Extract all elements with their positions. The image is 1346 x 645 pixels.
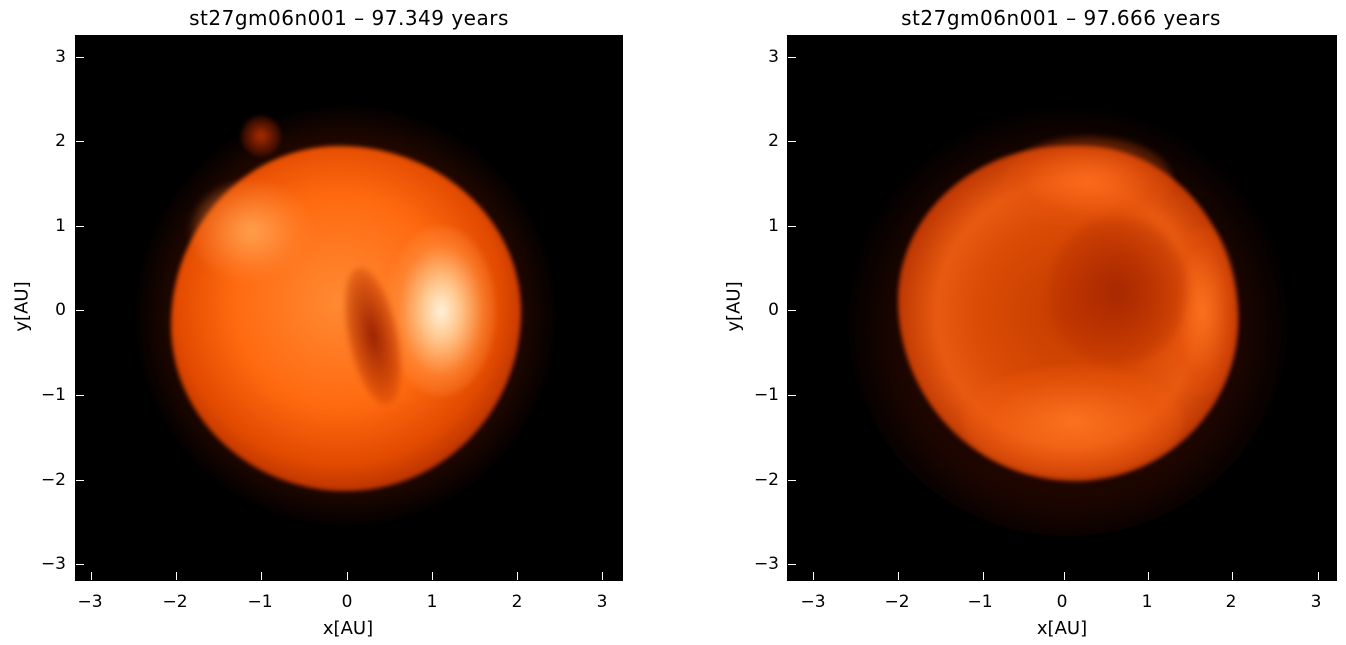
- xtick-mark: [517, 572, 518, 580]
- dark-interior-right: [1048, 216, 1188, 366]
- ytick-mark: [76, 395, 84, 396]
- xtick-mark: [1064, 572, 1065, 580]
- ytick-label: −2: [753, 470, 779, 490]
- ytick-mark: [76, 226, 84, 227]
- ytick-mark: [76, 141, 84, 142]
- ytick-mark: [76, 480, 84, 481]
- xtick-mark: [1318, 572, 1319, 580]
- xtick-mark: [1148, 572, 1149, 580]
- right-panel: st27gm06n001 – 97.666 years 3 2 1 0 −1: [716, 0, 1346, 645]
- ytick-label: 1: [768, 216, 779, 236]
- xtick-mark: [983, 572, 984, 580]
- ytick-mark: [788, 395, 796, 396]
- xtick-mark: [432, 572, 433, 580]
- xtick-mark: [176, 572, 177, 580]
- y-axis-label: y[AU]: [723, 281, 745, 332]
- ytick-label: 1: [55, 216, 66, 236]
- ytick-label: −2: [40, 470, 66, 490]
- ytick-label: 2: [55, 131, 66, 151]
- xtick-mark: [91, 572, 92, 580]
- xtick-label: 3: [1310, 592, 1322, 612]
- ytick-mark: [788, 141, 796, 142]
- ytick-mark: [76, 564, 84, 565]
- xtick-label: −1: [247, 592, 273, 612]
- xtick-label: 1: [426, 592, 438, 612]
- ejecta-blob-left: [241, 116, 281, 156]
- xtick-label: 3: [596, 592, 608, 612]
- xtick-mark: [261, 572, 262, 580]
- xtick-label: 0: [1056, 592, 1068, 612]
- bright-lobe-left: [191, 181, 311, 281]
- ytick-mark: [788, 226, 796, 227]
- xtick-mark: [898, 572, 899, 580]
- y-axis-label: y[AU]: [11, 281, 33, 332]
- xtick-label: 1: [1141, 592, 1153, 612]
- xtick-label: −2: [884, 592, 910, 612]
- xtick-mark: [347, 572, 348, 580]
- ytick-mark: [788, 480, 796, 481]
- bright-rim-top-right: [1003, 136, 1173, 226]
- bright-rim-bottom-right: [963, 366, 1183, 476]
- ytick-label: −3: [753, 554, 779, 574]
- ytick-label: 3: [768, 47, 779, 67]
- ytick-label: 2: [768, 131, 779, 151]
- ytick-label: 3: [55, 47, 66, 67]
- xtick-label: 0: [341, 592, 353, 612]
- ytick-mark: [788, 310, 796, 311]
- x-axis-label: x[AU]: [322, 618, 374, 639]
- ytick-label: 0: [55, 300, 66, 320]
- x-axis-label: x[AU]: [1036, 618, 1088, 639]
- ytick-label: −3: [40, 554, 66, 574]
- ytick-mark: [76, 310, 84, 311]
- ytick-mark: [76, 57, 84, 58]
- xtick-mark: [1232, 572, 1233, 580]
- hot-spot-left: [386, 226, 496, 396]
- xtick-label: 2: [511, 592, 523, 612]
- xtick-label: −3: [800, 592, 826, 612]
- left-panel: st27gm06n001 – 97.349 years 3 2 1 0 −1: [11, 6, 623, 639]
- xtick-label: −3: [77, 592, 103, 612]
- xtick-label: 2: [1225, 592, 1237, 612]
- xtick-mark: [813, 572, 814, 580]
- ytick-mark: [788, 57, 796, 58]
- ytick-mark: [788, 564, 796, 565]
- image-plot-left: [75, 35, 623, 581]
- ytick-label: 0: [768, 300, 779, 320]
- xtick-label: −2: [162, 592, 188, 612]
- xtick-label: −1: [967, 592, 993, 612]
- plot-title-left: st27gm06n001 – 97.349 years: [189, 6, 509, 30]
- image-plot-right: [787, 35, 1337, 581]
- ytick-label: −1: [40, 385, 66, 405]
- plot-title-right: st27gm06n001 – 97.666 years: [901, 6, 1221, 30]
- ytick-label: −1: [753, 385, 779, 405]
- xtick-mark: [602, 572, 603, 580]
